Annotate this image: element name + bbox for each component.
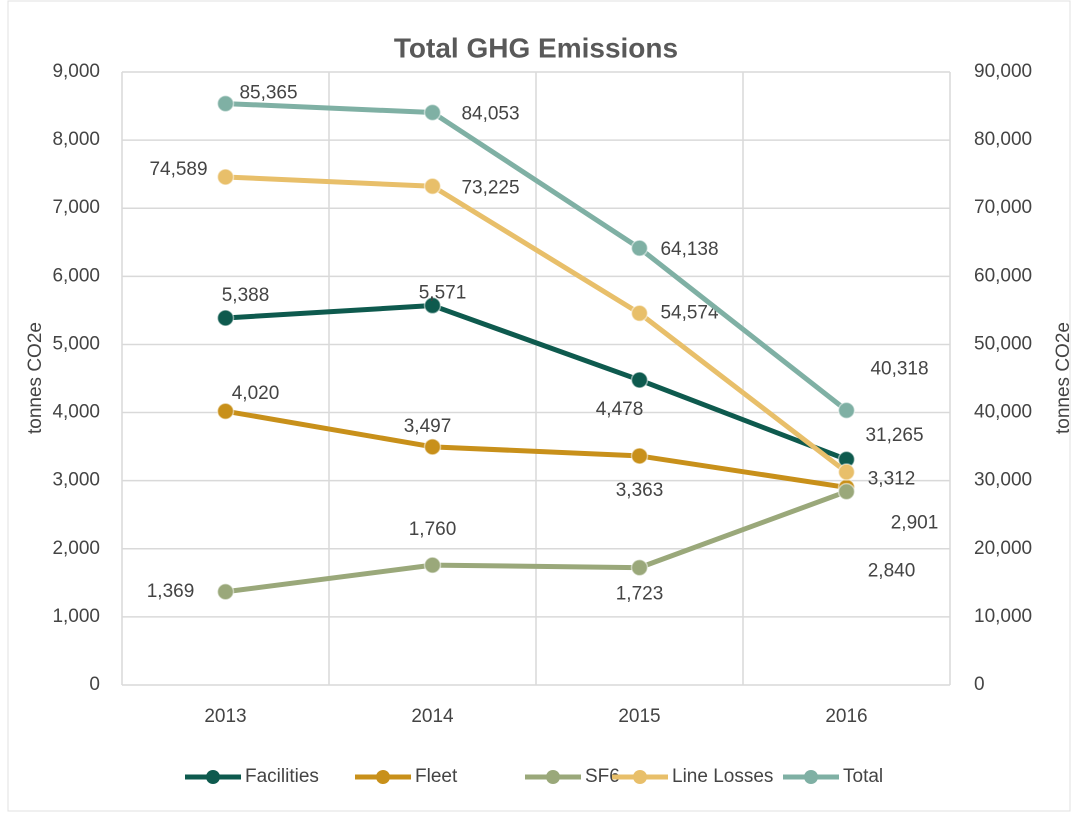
marker <box>630 371 649 389</box>
legend-label: SF6 <box>585 766 620 787</box>
marker <box>423 296 442 315</box>
series-line <box>225 489 848 595</box>
y2-tick-label: 30,000 <box>974 470 1032 491</box>
y2-tick-label: 50,000 <box>974 333 1032 354</box>
legend-marker <box>376 770 390 784</box>
data-label: 1,723 <box>616 584 664 605</box>
x-tick-label: 2014 <box>411 706 454 727</box>
y2-tick-label: 40,000 <box>974 402 1032 423</box>
marker <box>630 304 649 323</box>
data-label: 40,318 <box>870 358 928 379</box>
data-label: 31,265 <box>865 425 923 446</box>
series-line <box>225 303 848 462</box>
data-label: 5,388 <box>222 285 270 306</box>
marker <box>216 309 235 327</box>
series-line <box>225 408 847 490</box>
data-label: 1,760 <box>409 519 457 540</box>
chart-border <box>7 0 1071 812</box>
y-tick-label: 9,000 <box>52 61 100 82</box>
data-label: 54,574 <box>660 302 719 323</box>
data-label: 3,312 <box>868 468 916 489</box>
data-label: 3,497 <box>404 416 452 437</box>
data-label: 1,369 <box>147 581 195 602</box>
y-tick-label: 8,000 <box>52 129 100 150</box>
legend-label: Total <box>843 766 883 787</box>
data-label: 2,901 <box>891 512 939 533</box>
marker <box>630 447 649 465</box>
legend-label: Facilities <box>245 766 319 787</box>
y2-tick-label: 0 <box>974 674 985 695</box>
y-tick-label: 5,000 <box>52 333 100 354</box>
data-label: 84,053 <box>461 104 519 125</box>
marker <box>423 177 442 196</box>
legend-marker <box>546 770 560 784</box>
legend-label: Line Losses <box>672 766 773 787</box>
legend-label: Fleet <box>415 766 458 787</box>
y2-tick-label: 70,000 <box>974 197 1032 218</box>
y-tick-label: 0 <box>89 674 100 695</box>
marker <box>216 583 235 601</box>
y2-tick-label: 60,000 <box>974 265 1032 286</box>
marker <box>216 402 235 420</box>
marker <box>630 239 649 257</box>
marker <box>423 103 442 122</box>
marker <box>216 168 235 186</box>
marker <box>837 482 856 501</box>
y-tick-label: 1,000 <box>52 606 100 627</box>
y2-axis-label: tonnes CO2e <box>1053 322 1073 434</box>
x-tick-label: 2015 <box>618 706 660 727</box>
y2-tick-label: 10,000 <box>974 606 1032 627</box>
legend-marker <box>804 770 818 784</box>
marker <box>423 556 442 574</box>
data-label: 85,365 <box>239 83 297 104</box>
legend-marker <box>633 770 647 784</box>
marker <box>423 438 442 456</box>
y-axis-label: tonnes CO2e <box>25 322 46 434</box>
y-tick-label: 6,000 <box>52 265 100 286</box>
y-tick-label: 3,000 <box>52 470 100 491</box>
data-label: 2,840 <box>868 561 916 582</box>
y-tick-label: 7,000 <box>52 197 100 218</box>
x-tick-label: 2016 <box>825 706 867 727</box>
y2-tick-label: 20,000 <box>974 538 1032 559</box>
data-label: 4,478 <box>596 399 644 420</box>
x-tick-label: 2013 <box>204 706 246 727</box>
y2-tick-label: 80,000 <box>974 129 1032 150</box>
legend-marker <box>206 770 220 784</box>
data-label: 74,589 <box>149 159 207 180</box>
marker <box>837 401 856 420</box>
chart-title: Total GHG Emissions <box>394 32 678 63</box>
y2-tick-label: 90,000 <box>974 61 1032 82</box>
data-label: 5,571 <box>419 283 467 304</box>
marker <box>216 94 235 113</box>
marker <box>837 463 856 481</box>
y-tick-label: 2,000 <box>52 538 100 559</box>
y-tick-label: 4,000 <box>52 402 100 423</box>
series-line <box>225 174 849 475</box>
data-label: 73,225 <box>461 177 519 198</box>
data-label: 3,363 <box>616 480 664 501</box>
marker <box>630 558 649 577</box>
data-label: 4,020 <box>232 383 280 404</box>
series-line <box>225 101 849 413</box>
data-label: 64,138 <box>660 239 718 260</box>
